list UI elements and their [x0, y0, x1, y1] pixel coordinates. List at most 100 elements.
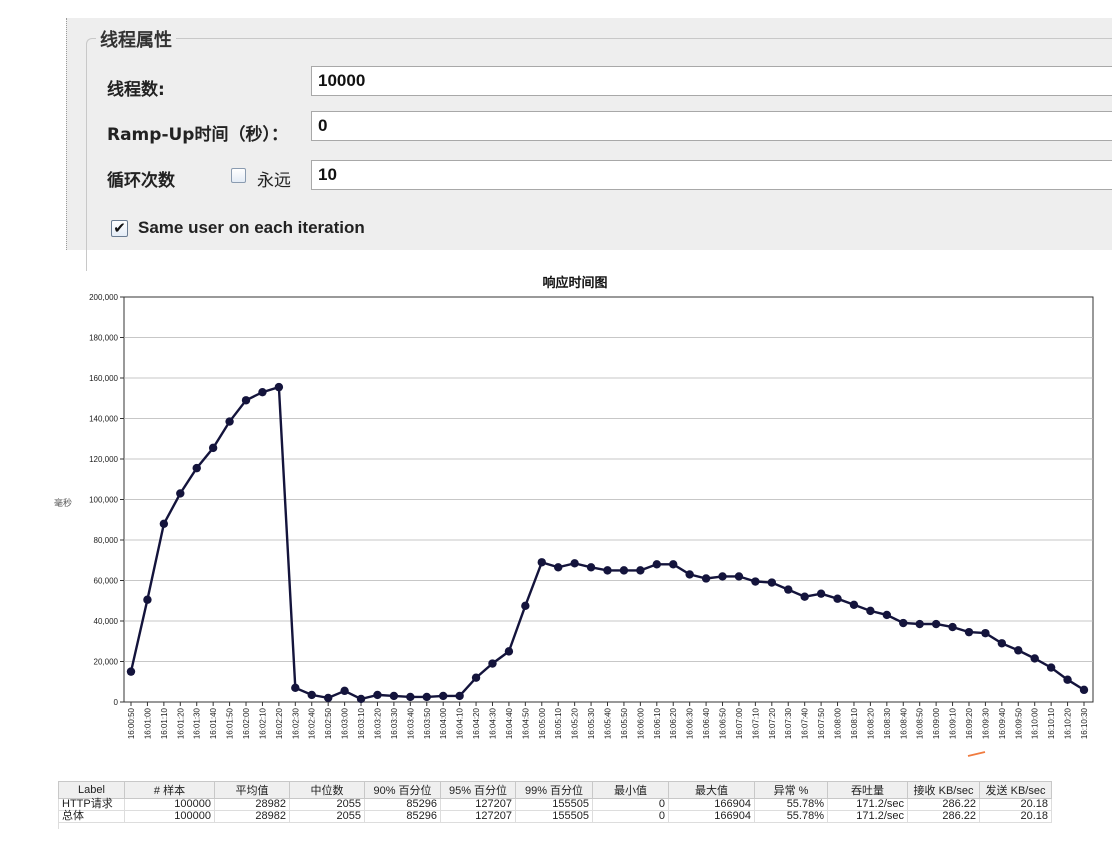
x-tick-label: 16:01:20 — [176, 707, 185, 739]
x-tick-label: 16:04:00 — [439, 707, 448, 739]
data-point — [1063, 675, 1072, 684]
x-tick-label: 16:00:50 — [127, 707, 136, 739]
data-point — [192, 463, 201, 473]
data-point — [208, 443, 218, 453]
threads-input[interactable]: 10000 — [311, 66, 1112, 96]
chart-title: 响应时间图 — [542, 276, 608, 291]
same-user-label: Same user on each iteration — [138, 218, 365, 237]
table-cell: 171.2/sec — [827, 810, 908, 823]
x-tick-label: 16:08:20 — [866, 707, 875, 739]
x-tick-label: 16:04:10 — [456, 707, 465, 739]
x-tick-label: 16:02:10 — [258, 707, 267, 739]
column-header[interactable]: 最小值 — [592, 781, 669, 799]
x-tick-label: 16:09:50 — [1014, 707, 1023, 739]
loop-count-input[interactable]: 10 — [311, 160, 1112, 190]
x-tick-label: 16:02:20 — [275, 707, 284, 739]
y-tick-label: 20,000 — [94, 658, 119, 667]
data-point — [931, 619, 941, 629]
column-header[interactable]: 吞吐量 — [827, 781, 908, 799]
x-tick-label: 16:08:50 — [916, 707, 925, 739]
y-tick-label: 200,000 — [89, 293, 118, 302]
data-point — [504, 647, 514, 656]
data-point — [997, 639, 1007, 648]
data-point — [652, 560, 661, 569]
x-tick-label: 16:07:10 — [751, 707, 760, 739]
y-axis-label-fragment: 毫秒 — [54, 499, 73, 509]
x-tick-label: 16:08:40 — [899, 707, 908, 739]
table-cell: 155505 — [515, 810, 593, 823]
summary-table: Label # 样本 平均值 中位数 90% 百分位 95% 百分位 99% 百分位 最小值最… — [58, 781, 1052, 829]
panel-divider — [66, 18, 67, 250]
x-tick-label: 16:02:00 — [242, 707, 251, 739]
data-point — [899, 618, 908, 628]
data-point — [554, 563, 563, 572]
data-point — [373, 690, 382, 700]
column-header[interactable]: 95% 百分位 — [440, 781, 516, 799]
x-tick-label: 16:04:50 — [521, 707, 530, 739]
table-row[interactable]: 总体 100000 28982 2055 85296 127207 155505 0 16690… — [58, 810, 1052, 823]
x-tick-label: 16:07:30 — [784, 707, 793, 739]
data-point — [816, 589, 826, 598]
x-tick-label: 16:09:00 — [932, 707, 941, 739]
loop-count-label: 循环次数 — [107, 171, 175, 191]
forever-checkbox[interactable] — [231, 168, 246, 183]
table-empty-row — [58, 822, 1052, 829]
annotation-mark — [967, 751, 986, 757]
chart-plot: 0 20,000 40,000 60,000 80,000 100,000 120,000 1… — [89, 293, 1094, 757]
x-tick-label: 16:06:00 — [636, 707, 645, 739]
data-point — [619, 566, 629, 575]
data-point — [438, 691, 448, 701]
table-cell: 20.18 — [979, 810, 1052, 823]
x-tick-label: 16:03:50 — [423, 707, 432, 739]
data-point — [751, 577, 760, 586]
column-header[interactable]: 最大值 — [668, 781, 755, 799]
data-point — [455, 691, 464, 701]
same-user-checkbox[interactable]: ✔ — [111, 220, 128, 237]
column-header[interactable]: 中位数 — [289, 781, 365, 799]
x-tick-label: 16:06:40 — [702, 707, 711, 739]
data-point — [307, 690, 316, 700]
table-cell: 0 — [592, 810, 669, 823]
forever-label: 永远 — [257, 171, 291, 191]
column-header[interactable]: 接收 KB/sec — [907, 781, 980, 799]
x-tick-label: 16:02:30 — [291, 707, 300, 739]
column-header[interactable]: 平均值 — [214, 781, 290, 799]
data-point — [669, 560, 678, 569]
data-point — [488, 659, 497, 668]
data-point — [915, 619, 924, 629]
column-header[interactable]: Label — [58, 781, 125, 799]
x-tick-label: 16:10:10 — [1047, 707, 1056, 739]
rampup-input[interactable]: 0 — [311, 111, 1112, 141]
table-cell: 127207 — [440, 798, 516, 811]
data-point — [340, 686, 349, 696]
column-header[interactable]: # 样本 — [124, 781, 215, 799]
data-point — [636, 566, 645, 575]
x-tick-label: 16:01:00 — [143, 707, 152, 739]
table-row[interactable]: HTTP请求 100000 28982 2055 85296 127207 155505 0 1… — [58, 798, 1052, 811]
data-point — [948, 622, 957, 632]
data-point — [734, 572, 744, 581]
table-empty-cell — [58, 822, 1052, 829]
table-cell: 0 — [592, 798, 669, 811]
table-cell: 85296 — [364, 810, 441, 823]
column-header[interactable]: 90% 百分位 — [364, 781, 441, 799]
column-header[interactable]: 异常 % — [754, 781, 828, 799]
x-tick-label: 16:01:10 — [160, 707, 169, 739]
y-tick-label: 160,000 — [89, 374, 118, 383]
x-tick-label: 16:06:20 — [669, 707, 678, 739]
data-point — [1030, 654, 1039, 663]
x-tick-label: 16:05:50 — [620, 707, 629, 739]
table-cell: 28982 — [214, 798, 290, 811]
table-cell: 155505 — [515, 798, 593, 811]
table-cell: 127207 — [440, 810, 516, 823]
column-header[interactable]: 发送 KB/sec — [979, 781, 1052, 799]
x-tick-label: 16:07:50 — [817, 707, 826, 739]
table-cell: 2055 — [289, 798, 365, 811]
table-cell: 100000 — [124, 810, 215, 823]
data-point — [603, 566, 612, 575]
row-label-cell: 总体 — [58, 810, 125, 823]
column-header[interactable]: 99% 百分位 — [515, 781, 593, 799]
data-point — [126, 667, 136, 676]
x-tick-label: 16:09:30 — [981, 707, 990, 739]
x-tick-label: 16:08:10 — [850, 707, 859, 739]
